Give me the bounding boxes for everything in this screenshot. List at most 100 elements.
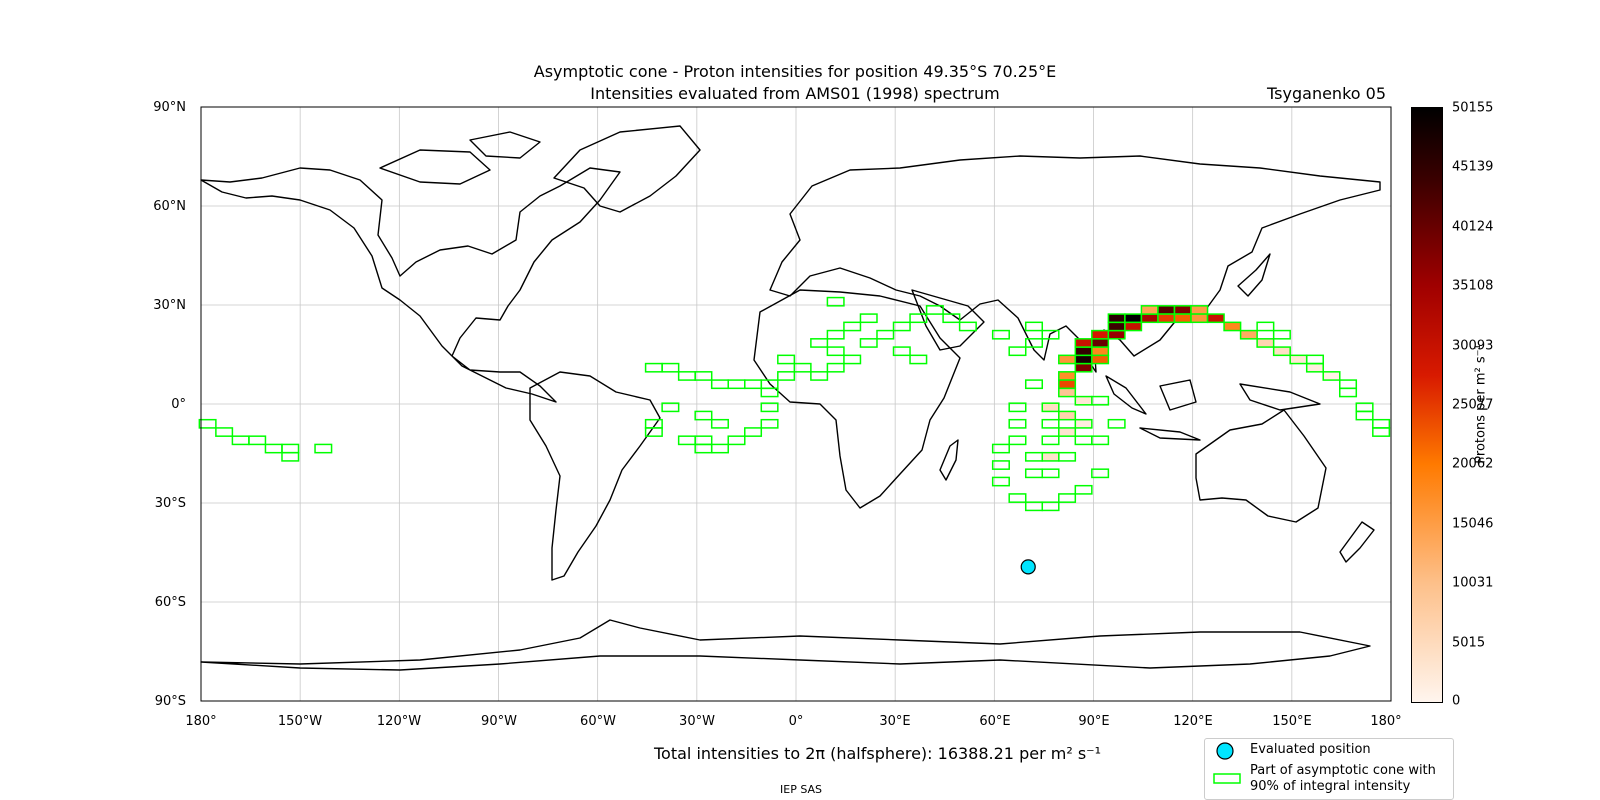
chart-title: Asymptotic cone - Proton intensities for… — [533, 62, 1057, 81]
landmass-japan — [1237, 253, 1271, 297]
cone-cell — [1008, 402, 1027, 413]
cone-cell — [1372, 427, 1391, 437]
model-label: Tsyganenko 05 — [1267, 84, 1386, 103]
colorbar-tick: 20062 — [1452, 456, 1494, 472]
credit-label: IEP SAS — [780, 783, 823, 796]
cone-cell — [1339, 387, 1358, 398]
colorbar-tick: 5015 — [1452, 635, 1486, 651]
cone-cell — [1041, 418, 1060, 429]
cone-cell — [892, 321, 911, 332]
cone-cell — [1074, 395, 1093, 406]
landmass-south-america — [529, 371, 661, 581]
landmass-madagascar — [939, 439, 959, 481]
cone-cell — [1372, 418, 1391, 429]
legend-markers — [1213, 742, 1241, 784]
colorbar-tick: 10031 — [1452, 575, 1494, 591]
cone-cell — [1041, 402, 1060, 413]
cone-cell — [909, 313, 928, 324]
cone-cell — [1024, 501, 1044, 512]
cone-cell — [694, 371, 713, 381]
cone-cell — [1041, 435, 1060, 446]
plot-frame — [200, 106, 1392, 702]
landmass-antarctica — [200, 619, 1371, 671]
cone-cell — [1091, 395, 1110, 406]
coastlines — [200, 125, 1381, 671]
lon-tick: 180° — [185, 714, 217, 729]
lat-tick: 60°N — [153, 199, 186, 214]
cone-cell — [1157, 313, 1176, 324]
cone-cell — [1091, 338, 1110, 348]
cone-cell — [843, 354, 862, 365]
cone-cell — [710, 379, 729, 390]
cone-cell — [264, 443, 283, 454]
landmass-indonesia — [1105, 375, 1321, 441]
cone-cell — [991, 329, 1010, 340]
cone-cell — [710, 418, 729, 429]
cone-cell — [1223, 321, 1242, 332]
cone-cell — [1074, 362, 1093, 373]
cone-cell — [1041, 451, 1060, 462]
landmass-north-america — [200, 167, 621, 403]
cone-cell — [1024, 468, 1044, 479]
cone-cell — [694, 435, 713, 446]
evaluated-position-marker — [1020, 559, 1036, 575]
lon-tick: 60°W — [580, 714, 616, 729]
landmass-greenland — [553, 125, 701, 213]
cone-cells — [198, 296, 1391, 512]
cone-cell — [1091, 468, 1110, 479]
gridlines — [201, 107, 1391, 701]
cone-cell — [1008, 435, 1027, 446]
cone-cell — [826, 329, 845, 340]
colorbar-tick: 45139 — [1452, 159, 1494, 175]
landmass-new-zealand — [1339, 521, 1375, 563]
lon-tick: 150°E — [1272, 714, 1312, 729]
cone-cell — [661, 362, 680, 373]
landmass-arctic-islands — [379, 131, 541, 185]
cone-cell — [793, 362, 812, 373]
cone-cell — [1091, 329, 1110, 340]
cone-cell — [694, 410, 713, 421]
lon-tick: 60°E — [979, 714, 1011, 729]
cone-cell — [1058, 354, 1077, 365]
cone-cell — [1024, 379, 1044, 390]
lat-tick: 0° — [171, 397, 186, 412]
cone-cell — [677, 371, 696, 381]
cone-cell — [859, 338, 878, 348]
cone-cell — [644, 427, 663, 437]
cone-cell — [1322, 371, 1341, 381]
cone-cell — [1190, 313, 1209, 324]
cone-cell — [1058, 379, 1077, 390]
cone-cell — [1058, 410, 1077, 421]
cone-cell — [1140, 305, 1159, 315]
landmass-australia — [1195, 409, 1327, 523]
cone-cell — [1124, 313, 1143, 324]
lat-tick: 90°N — [153, 100, 186, 115]
cone-cell — [281, 451, 300, 462]
cone-cell — [826, 346, 845, 357]
cone-cell — [215, 427, 234, 437]
cone-cell — [1256, 321, 1275, 332]
colorbar-tick: 30093 — [1452, 338, 1494, 354]
colorbar-label: Protons per m² s⁻¹ — [1473, 344, 1489, 464]
cone-cell — [661, 402, 680, 413]
cone-cell — [248, 435, 267, 446]
cone-cell — [892, 346, 911, 357]
cone-cell — [727, 379, 746, 390]
cone-cell — [958, 321, 977, 332]
cone-cell — [1074, 346, 1093, 357]
cone-cell — [1008, 493, 1027, 503]
colorbar-tick: 15046 — [1452, 516, 1494, 532]
cone-cell — [1107, 329, 1126, 340]
cone-cell — [1058, 451, 1077, 462]
cone-cell — [1074, 418, 1093, 429]
cone-cell — [1107, 313, 1126, 324]
cone-cell — [760, 379, 779, 390]
cone-cell — [991, 460, 1010, 470]
cone-cell — [925, 305, 944, 315]
cone-cell — [1091, 346, 1110, 357]
cone-cell — [1041, 468, 1060, 479]
cone-cell — [826, 362, 845, 373]
lon-tick: 0° — [788, 714, 804, 729]
cone-cell — [1074, 484, 1093, 495]
